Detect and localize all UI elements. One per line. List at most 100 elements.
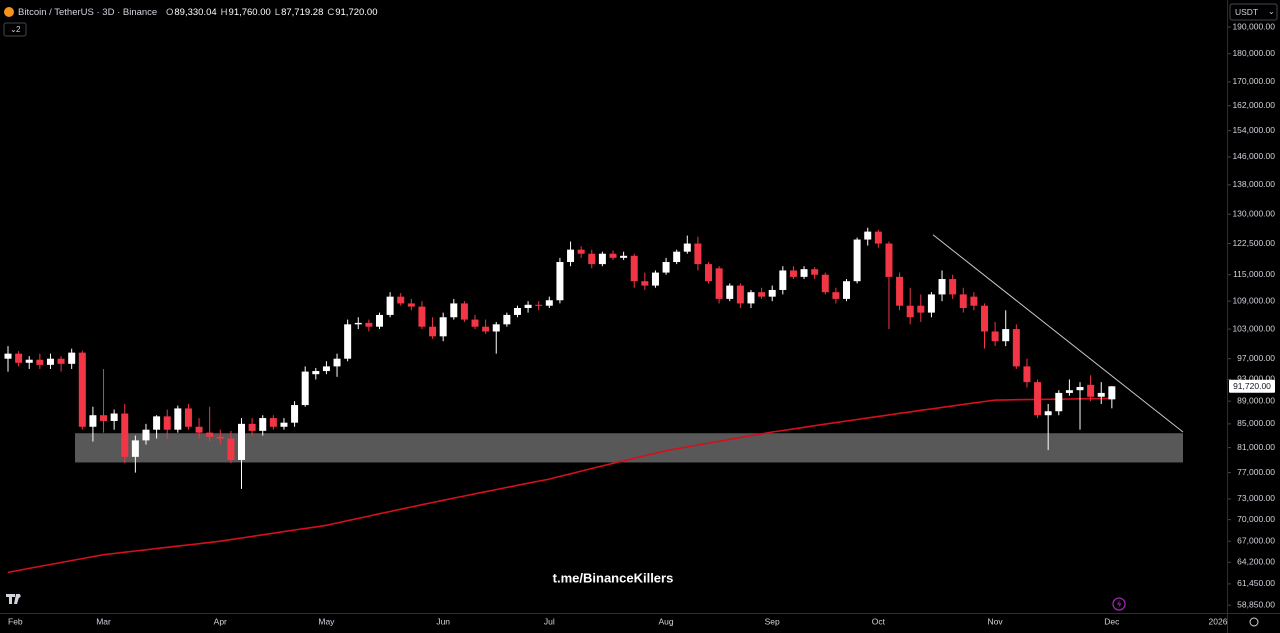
legend-key: O [166,7,173,18]
y-tick-label: 103,000.00 [1232,323,1275,333]
plot-area [4,227,1184,574]
y-tick-label: 85,000.00 [1237,418,1275,428]
candle-body [365,322,373,327]
candle-body [163,416,171,430]
candle-body [874,231,882,244]
candle-body [917,305,925,313]
candle-body [15,353,23,363]
candle-body [100,415,108,421]
candle-body [195,426,203,433]
candle-body [142,429,150,441]
candle-body [949,279,957,295]
symbol-title: Bitcoin / TetherUS · 3D · Binance [18,7,157,18]
candle-body [609,253,617,258]
candle-body [344,324,352,359]
candle-body [121,413,129,457]
y-tick-label: 138,000.00 [1232,179,1275,189]
y-tick-label: 77,000.00 [1237,467,1275,477]
candle-body [482,326,490,332]
candle-body [662,262,670,273]
candle-body [429,326,437,337]
legend-value: 87,719.28 [281,7,323,18]
candle-body [174,408,182,430]
candle-body [524,304,532,308]
candle-body [439,317,447,337]
y-tick-label: 70,000.00 [1237,514,1275,524]
y-tick-label: 180,000.00 [1232,48,1275,58]
candle-body [556,262,564,301]
candle-body [492,324,500,332]
candle-body [238,423,246,460]
candle-body [651,272,659,286]
x-tick-label: Oct [872,616,886,626]
logo-shape [6,594,20,604]
candle-body [779,270,787,290]
y-tick-label: 130,000.00 [1232,208,1275,218]
axes: 190,000.00 180,000.00 170,000.00 162,000.00… [8,21,1275,626]
y-tick-label: 58,850.00 [1237,599,1275,609]
x-tick-label: Jun [436,616,450,626]
candle-body [970,296,978,306]
x-tick-label: Jul [544,616,555,626]
y-tick-label: 64,200.00 [1237,557,1275,567]
trendline [932,234,1184,433]
candle-body [354,322,362,325]
candle-body [864,231,872,240]
candle-body [588,253,596,265]
y-tick-label: 81,000.00 [1237,442,1275,452]
candle-body [184,408,192,427]
candle-body [896,276,904,306]
candle-body [301,371,309,406]
x-tick-label: Aug [659,616,674,626]
indicator-toggle[interactable] [3,22,27,37]
candle-body [25,359,33,363]
candle-body [1055,392,1063,412]
candle-body [4,353,12,359]
y-tick-label: 109,000.00 [1232,295,1275,305]
currency-label: USDT [1235,7,1258,17]
candle-body [418,306,426,327]
candle-body [333,358,341,367]
candle-body [227,438,235,460]
candle-body [715,268,723,299]
legend-value: 89,330.04 [174,7,216,18]
settings-icon[interactable] [1249,617,1259,627]
candle-body [78,352,86,427]
y-tick-label: 146,000.00 [1232,151,1275,161]
y-tick-label: 73,000.00 [1237,493,1275,503]
candle-body [153,416,161,430]
indicator-chevron: ⌄ [10,25,17,34]
candle-body [312,371,320,375]
candle-body [1012,329,1020,367]
candle-body [1002,329,1010,342]
candle-body [683,243,691,252]
candle-body [959,294,967,308]
watermark: t.me/BinanceKillers [553,570,674,585]
candle-body [980,305,988,332]
currency-button[interactable] [1229,3,1278,21]
legend-value: 91,760.00 [229,7,271,18]
candle-body [1044,411,1052,416]
x-tick-label: Dec [1104,616,1120,626]
moving-average [7,397,1112,574]
candle-body [747,292,755,304]
candle-body [503,314,511,325]
candle-body [206,432,214,437]
candle-body [991,331,999,342]
candle-body [407,303,415,307]
candle-body [789,270,797,277]
candle-body [726,285,734,299]
alert-icon[interactable] [1112,597,1126,611]
candle-body [736,285,744,304]
candle-body [1034,382,1042,416]
candle-body [641,281,649,286]
candle-body [705,264,713,282]
candle-body [1023,366,1031,383]
y-tick-label: 89,000.00 [1237,395,1275,405]
x-tick-label: Sep [765,616,780,626]
y-tick-label: 154,000.00 [1232,125,1275,135]
legend-value: 91,720.00 [335,7,377,18]
candle-body [1087,384,1095,397]
y-tick-label: 67,000.00 [1237,535,1275,545]
